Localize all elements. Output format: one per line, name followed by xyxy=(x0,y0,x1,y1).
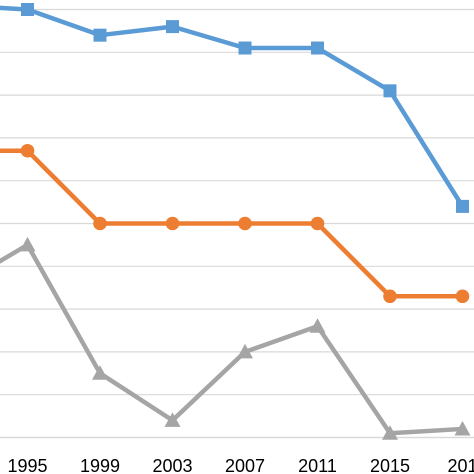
data-point-triangle xyxy=(237,343,253,359)
data-point-circle xyxy=(383,289,397,304)
data-point-square xyxy=(311,41,324,55)
data-point-triangle xyxy=(164,412,181,427)
data-point-square xyxy=(238,41,252,55)
x-tick-label: 1995 xyxy=(7,456,47,474)
data-point-circle xyxy=(20,143,35,158)
data-point-square xyxy=(456,199,469,213)
series-markers xyxy=(19,3,471,440)
series-line-1 xyxy=(0,5,465,209)
x-tick-label: 2015 xyxy=(370,456,410,474)
data-point-circle xyxy=(93,216,107,231)
series-lines xyxy=(0,5,465,436)
data-point-circle xyxy=(455,289,470,304)
data-point-square xyxy=(383,84,397,98)
x-tick-labels: 1995 1999 2003 2007 2011 2015 201 xyxy=(7,456,474,474)
data-point-triangle xyxy=(454,420,471,436)
data-point-triangle xyxy=(92,365,108,380)
data-point-circle xyxy=(310,216,325,231)
series-line-2 xyxy=(0,148,465,299)
data-point-triangle xyxy=(19,236,36,252)
x-tick-label: 2003 xyxy=(152,456,192,474)
data-point-square xyxy=(21,3,34,16)
x-tick-label: 2007 xyxy=(225,456,265,474)
data-point-circle xyxy=(165,216,180,231)
x-tick-label: 1999 xyxy=(80,456,120,474)
x-tick-label: 2011 xyxy=(298,456,337,474)
series-line-3 xyxy=(0,242,465,436)
data-point-square xyxy=(166,20,179,34)
data-point-triangle xyxy=(309,318,326,333)
x-tick-label: 201 xyxy=(447,456,474,474)
data-point-square xyxy=(93,28,107,42)
data-point-circle xyxy=(238,216,252,231)
data-point-triangle xyxy=(382,425,398,440)
